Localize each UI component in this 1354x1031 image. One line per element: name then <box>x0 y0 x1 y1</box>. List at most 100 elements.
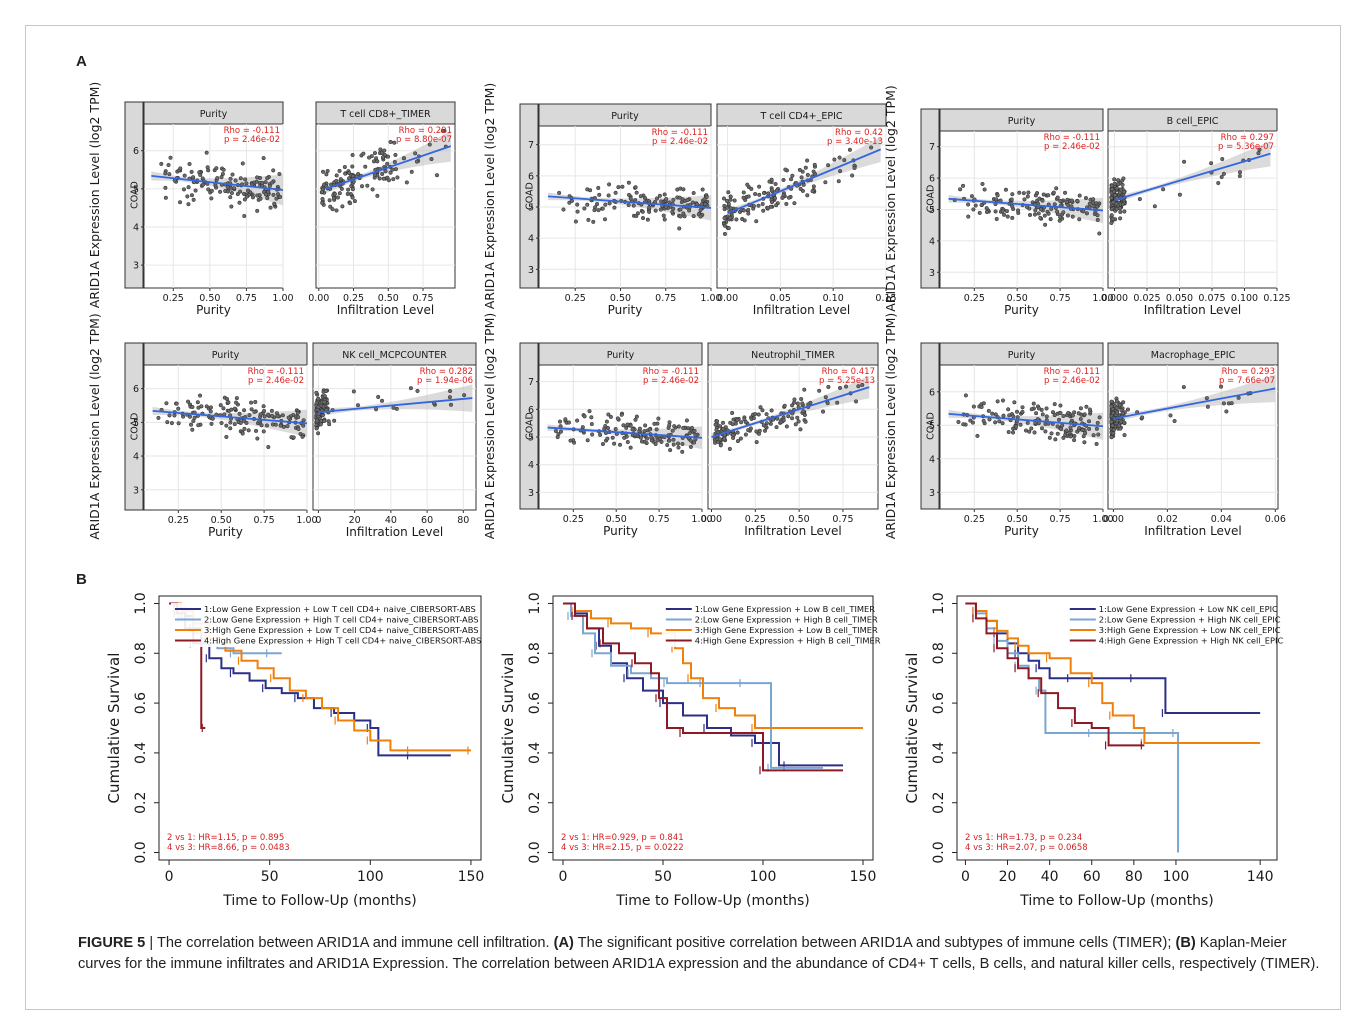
data-point <box>727 446 732 451</box>
data-point <box>392 159 397 165</box>
data-point <box>843 384 849 389</box>
data-point <box>242 426 247 431</box>
facet-title: Purity <box>200 109 228 120</box>
data-point <box>1059 427 1064 432</box>
y-tick-label: 5 <box>528 433 534 444</box>
data-point <box>277 171 282 177</box>
data-point <box>869 145 874 150</box>
data-point <box>330 207 335 212</box>
data-point <box>1072 438 1077 443</box>
data-point <box>781 177 786 183</box>
data-point <box>266 412 271 417</box>
data-point <box>634 190 639 195</box>
y-tick-label: 3 <box>133 485 139 496</box>
hazard-ratio-label: 4 vs 3: HR=2.15, p = 0.0222 <box>561 843 684 853</box>
legend-entry: 1:Low Gene Expression + Low T cell CD4+ … <box>204 604 476 614</box>
regression-line <box>948 412 1104 428</box>
data-point <box>1121 176 1126 181</box>
data-point <box>741 190 746 195</box>
data-point <box>966 202 971 207</box>
data-point <box>557 190 562 195</box>
y-tick-label: 0.8 <box>527 642 543 664</box>
p-value-label: p = 1.94e-06 <box>417 376 473 386</box>
data-point <box>958 187 963 192</box>
data-point <box>768 421 773 426</box>
strip-label: COAD <box>926 412 937 440</box>
facet-title: NK cell_MCPCOUNTER <box>342 350 447 361</box>
x-tick-label: 0 <box>165 869 174 885</box>
data-point <box>1053 437 1058 442</box>
data-point <box>1224 409 1229 414</box>
legend: 1:Low Gene Expression + Low T cell CD4+ … <box>171 603 481 647</box>
data-point <box>370 187 375 192</box>
x-tick-label: 1.00 <box>1092 514 1113 525</box>
data-point <box>167 172 172 177</box>
x-tick-label: 0.75 <box>649 514 670 525</box>
y-axis-label: ARID1A Expression Level (log2 TPM) <box>87 313 102 540</box>
data-point <box>1221 401 1226 406</box>
data-point <box>245 194 250 199</box>
x-tick-label: 60 <box>421 515 433 526</box>
caption-tag-a: (A) <box>553 935 574 951</box>
data-point <box>726 201 731 206</box>
data-point <box>619 412 624 417</box>
data-point <box>169 421 174 426</box>
data-point <box>225 184 230 190</box>
facet-title: Macrophage_EPIC <box>1151 350 1236 361</box>
data-point <box>661 213 666 218</box>
data-point <box>1003 187 1008 192</box>
data-point <box>795 415 800 420</box>
data-point <box>979 203 984 208</box>
data-point <box>693 432 698 437</box>
y-tick-label: 0.2 <box>931 792 947 814</box>
data-point <box>765 205 770 210</box>
data-point <box>681 211 686 216</box>
data-point <box>270 413 275 418</box>
x-tick-label: 0.25 <box>565 293 586 304</box>
data-point <box>805 172 810 177</box>
caption-text-1: The correlation between ARID1A and immun… <box>156 935 554 951</box>
data-point <box>774 203 779 208</box>
data-point <box>580 425 585 430</box>
data-point <box>245 188 251 193</box>
data-point <box>1061 210 1066 215</box>
data-point <box>722 223 728 228</box>
data-point <box>1087 407 1092 412</box>
data-point <box>372 151 378 156</box>
data-point <box>206 187 211 192</box>
data-point <box>177 200 183 205</box>
data-point <box>1122 209 1127 214</box>
data-point <box>237 200 242 205</box>
data-point <box>1091 197 1096 202</box>
km-chart-1: 0.0 0.2 0.4 0.6 0.8 1.0 0 50 100 150 Time to Follo… <box>105 592 484 909</box>
data-point <box>395 175 400 180</box>
facet-title: Purity <box>1008 116 1036 127</box>
data-point <box>659 439 664 444</box>
data-point <box>178 166 183 171</box>
data-point <box>746 428 751 433</box>
data-point <box>990 411 995 416</box>
data-point <box>1055 195 1060 200</box>
x-tick-label: 0.25 <box>563 514 584 525</box>
data-point <box>589 422 594 427</box>
data-point <box>285 424 290 429</box>
regression-line <box>727 148 882 215</box>
data-point <box>621 423 626 428</box>
x-tick-label: 40 <box>385 515 397 526</box>
x-tick-label: 0.25 <box>163 293 184 304</box>
data-point <box>208 405 213 410</box>
data-point <box>672 424 677 429</box>
data-point <box>365 183 370 188</box>
data-point <box>266 445 271 450</box>
data-point <box>1091 203 1096 209</box>
data-point <box>994 216 999 222</box>
data-point <box>1010 215 1015 220</box>
data-point <box>575 202 580 207</box>
legend-box <box>1065 603 1271 647</box>
data-point <box>691 214 696 219</box>
x-axis-label: Time to Follow-Up (months) <box>1019 893 1213 909</box>
data-point <box>625 439 630 445</box>
